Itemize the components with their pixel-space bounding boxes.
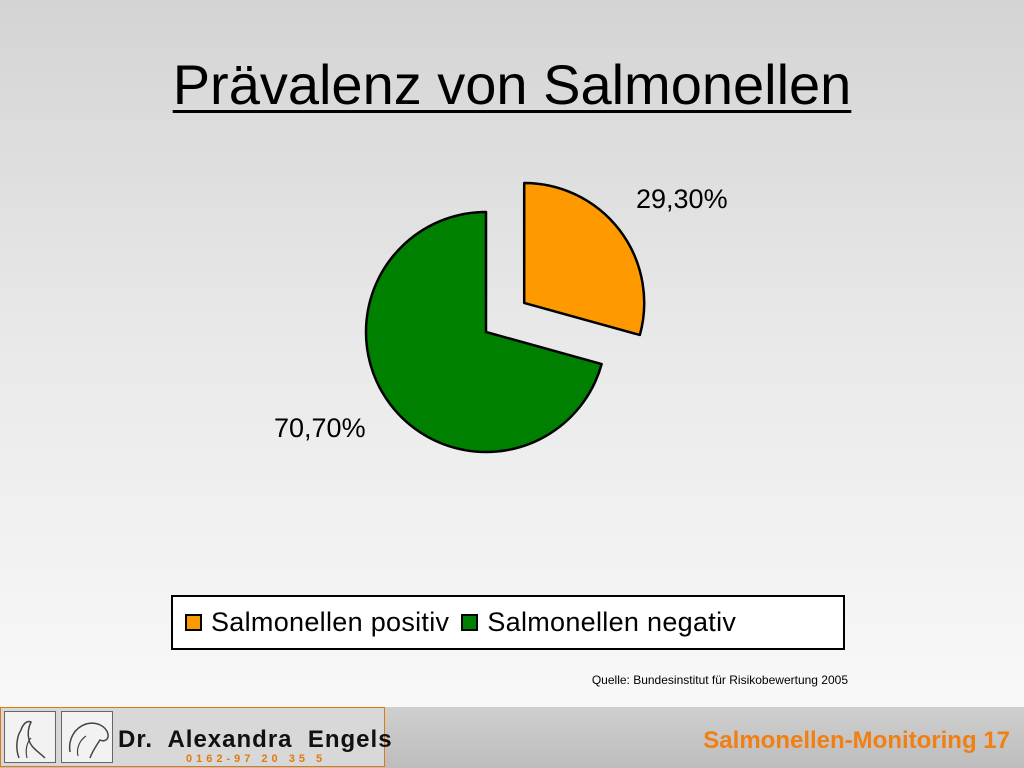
footer-label: Salmonellen-Monitoring 17 <box>703 727 1010 754</box>
legend-item-positive: Salmonellen positiv <box>185 607 449 638</box>
data-label-negative: 70,70% <box>274 413 366 443</box>
slide-title: Prävalenz von Salmonellen <box>0 52 1024 117</box>
pie-slice-negative <box>364 210 603 454</box>
legend-label-positive: Salmonellen positiv <box>211 607 450 637</box>
logo-name: Dr. Alexandra Engels <box>118 726 393 753</box>
logo: Dr. Alexandra Engels 0162-97 20 35 5 <box>0 707 392 767</box>
source-citation: Quelle: Bundesinstitut für Risikobewertu… <box>591 673 848 687</box>
legend-swatch-negative <box>461 614 479 631</box>
chart-legend: Salmonellen positiv Salmonellen negativ <box>171 595 845 650</box>
logo-animal-icon <box>4 711 56 763</box>
logo-phone: 0162-97 20 35 5 <box>186 753 327 765</box>
legend-swatch-positive <box>185 614 202 631</box>
data-label-positive: 29,30% <box>636 184 728 214</box>
slide-title-text: Prävalenz von Salmonellen <box>172 53 852 116</box>
logo-horse-icon <box>61 711 113 763</box>
legend-label-negative: Salmonellen negativ <box>487 607 737 637</box>
legend-item-negative: Salmonellen negativ <box>461 607 736 638</box>
pie-slice-positive <box>522 181 646 337</box>
